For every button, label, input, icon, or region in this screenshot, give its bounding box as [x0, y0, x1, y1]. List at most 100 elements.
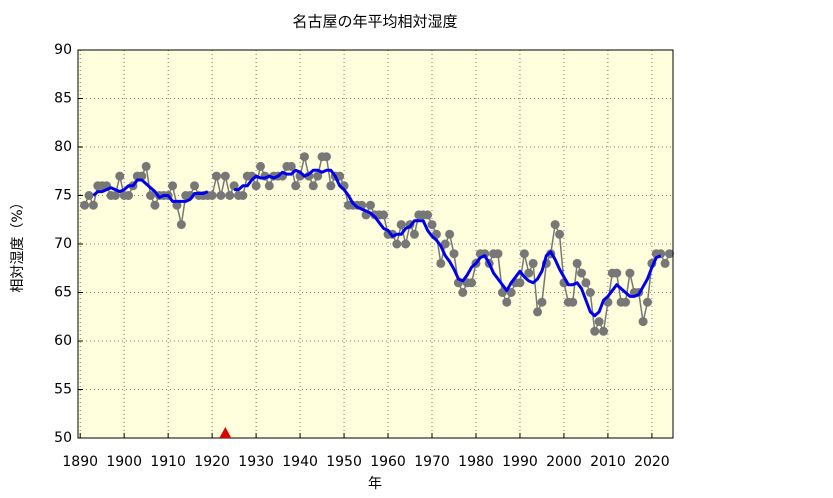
y-tick-label: 75	[54, 188, 72, 204]
data-point	[84, 191, 94, 200]
data-point	[458, 288, 468, 297]
data-point	[577, 268, 587, 278]
x-tick-label: 1930	[238, 454, 274, 470]
data-point	[493, 249, 503, 259]
data-point	[638, 317, 648, 327]
data-point	[612, 268, 622, 278]
data-point	[445, 229, 455, 239]
data-point	[251, 181, 261, 191]
data-point	[207, 191, 217, 200]
data-point	[88, 200, 98, 210]
data-point	[572, 258, 582, 268]
y-tick-label: 85	[54, 91, 72, 107]
data-point	[585, 288, 595, 297]
data-point	[506, 288, 516, 297]
data-point	[502, 297, 512, 307]
x-tick-label: 1980	[458, 454, 494, 470]
data-point	[409, 229, 419, 239]
data-point	[449, 249, 459, 259]
chart-title: 名古屋の年平均相対湿度	[292, 13, 457, 31]
x-tick-label: 1990	[502, 454, 538, 470]
data-point	[326, 181, 336, 191]
x-tick-label: 1900	[106, 454, 142, 470]
data-point	[110, 191, 120, 200]
data-point	[115, 171, 125, 181]
y-tick-label: 60	[54, 333, 72, 349]
data-point	[625, 268, 635, 278]
x-tick-label: 1970	[414, 454, 450, 470]
x-tick-label: 2000	[546, 454, 582, 470]
data-point	[238, 191, 248, 200]
data-point	[467, 278, 477, 288]
data-point	[537, 297, 547, 307]
plot-area	[78, 50, 673, 438]
data-point	[313, 171, 323, 181]
x-tick-label: 2010	[590, 454, 626, 470]
data-point	[599, 326, 609, 336]
y-tick-label: 55	[54, 382, 72, 398]
x-tick-label: 1890	[62, 454, 98, 470]
y-tick-label: 65	[54, 285, 72, 301]
data-point	[594, 317, 604, 327]
data-point	[524, 268, 534, 278]
y-tick-label: 50	[54, 430, 72, 446]
data-point	[515, 278, 525, 288]
data-point	[642, 297, 652, 307]
data-point	[176, 220, 186, 230]
data-point	[392, 239, 402, 249]
data-point	[220, 171, 230, 181]
data-point	[321, 152, 331, 162]
data-point	[423, 210, 433, 220]
x-axis-label: 年	[368, 476, 382, 492]
data-point	[168, 181, 178, 191]
y-tick-label: 70	[54, 236, 72, 252]
data-point	[80, 200, 90, 210]
data-point	[150, 200, 160, 210]
y-axis-label: 相対湿度（%）	[10, 195, 26, 292]
data-point	[396, 220, 406, 230]
data-point	[533, 307, 543, 317]
data-point	[286, 161, 296, 171]
x-tick-label: 2020	[634, 454, 670, 470]
data-point	[379, 210, 389, 220]
data-point	[427, 220, 437, 230]
data-point	[365, 200, 375, 210]
data-point	[190, 181, 200, 191]
series-line	[92, 168, 662, 318]
data-point	[291, 181, 301, 191]
data-point	[225, 191, 235, 200]
x-tick-label: 1940	[282, 454, 318, 470]
data-point	[436, 258, 446, 268]
data-point	[568, 297, 578, 307]
data-point	[581, 278, 591, 288]
data-point	[440, 239, 450, 249]
data-point	[590, 326, 600, 336]
data-point	[141, 161, 151, 171]
data-point	[519, 249, 529, 259]
data-point	[299, 152, 309, 162]
data-point	[555, 229, 565, 239]
data-point	[137, 171, 147, 181]
x-tick-label: 1950	[326, 454, 362, 470]
data-point	[264, 181, 274, 191]
data-point	[146, 191, 156, 200]
data-point	[664, 249, 674, 259]
x-tick-label: 1920	[194, 454, 230, 470]
x-tick-label: 1910	[150, 454, 186, 470]
y-tick-label: 80	[54, 139, 72, 155]
data-point	[256, 161, 266, 171]
data-point	[212, 171, 222, 181]
data-point	[660, 258, 670, 268]
x-tick-label: 1960	[370, 454, 406, 470]
data-point	[229, 181, 239, 191]
data-point	[124, 191, 134, 200]
data-point	[172, 200, 182, 210]
y-tick-label: 90	[54, 42, 72, 58]
data-point	[308, 181, 318, 191]
event-marker	[219, 427, 232, 438]
data-point	[528, 258, 538, 268]
data-point	[401, 239, 411, 249]
data-point	[497, 288, 507, 297]
data-point	[621, 297, 631, 307]
